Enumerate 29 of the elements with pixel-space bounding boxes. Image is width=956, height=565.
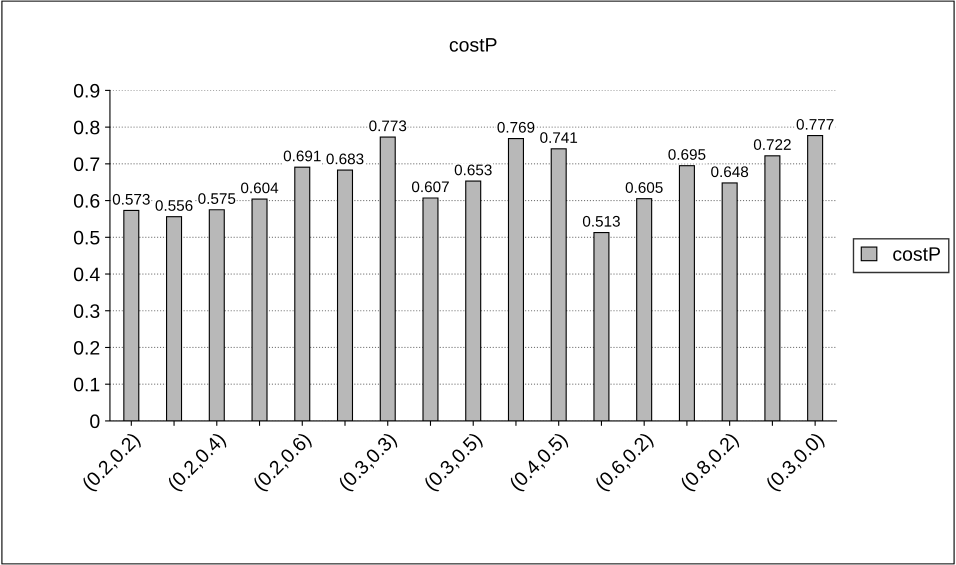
data-label: 0.691 [284, 150, 321, 162]
data-label: 0.773 [369, 120, 406, 132]
y-tick-label: 0.1 [74, 378, 100, 392]
y-tick-label: 0.2 [74, 340, 100, 355]
data-label: 0.769 [497, 122, 534, 133]
chart-title: costP [450, 38, 497, 52]
data-label: 0.605 [626, 182, 663, 193]
data-label: 0.683 [326, 153, 364, 164]
data-label: 0.556 [156, 200, 192, 211]
data-label: 0.604 [241, 182, 278, 194]
y-tick-label: 0.6 [74, 194, 100, 208]
y-tick-label: 0.3 [74, 304, 100, 318]
y-tick-label: 0.8 [74, 120, 100, 134]
y-tick-label: 0 [90, 414, 100, 428]
data-label: 0.607 [412, 181, 449, 192]
data-label: 0.777 [796, 118, 834, 130]
data-label: 0.573 [112, 194, 150, 205]
data-label: 0.648 [711, 166, 748, 178]
y-tick-label: 0.4 [74, 267, 100, 282]
data-label: 0.575 [198, 193, 236, 204]
y-tick-label: 0.9 [74, 84, 100, 98]
y-tick-label: 0.5 [74, 230, 100, 245]
data-label: 0.722 [754, 139, 791, 150]
legend-label: costP [893, 247, 940, 261]
y-tick-label: 0.7 [74, 157, 100, 172]
data-label: 0.741 [540, 132, 578, 143]
data-label: 0.513 [582, 216, 620, 227]
data-label: 0.653 [454, 164, 492, 176]
data-label: 0.695 [668, 149, 706, 160]
